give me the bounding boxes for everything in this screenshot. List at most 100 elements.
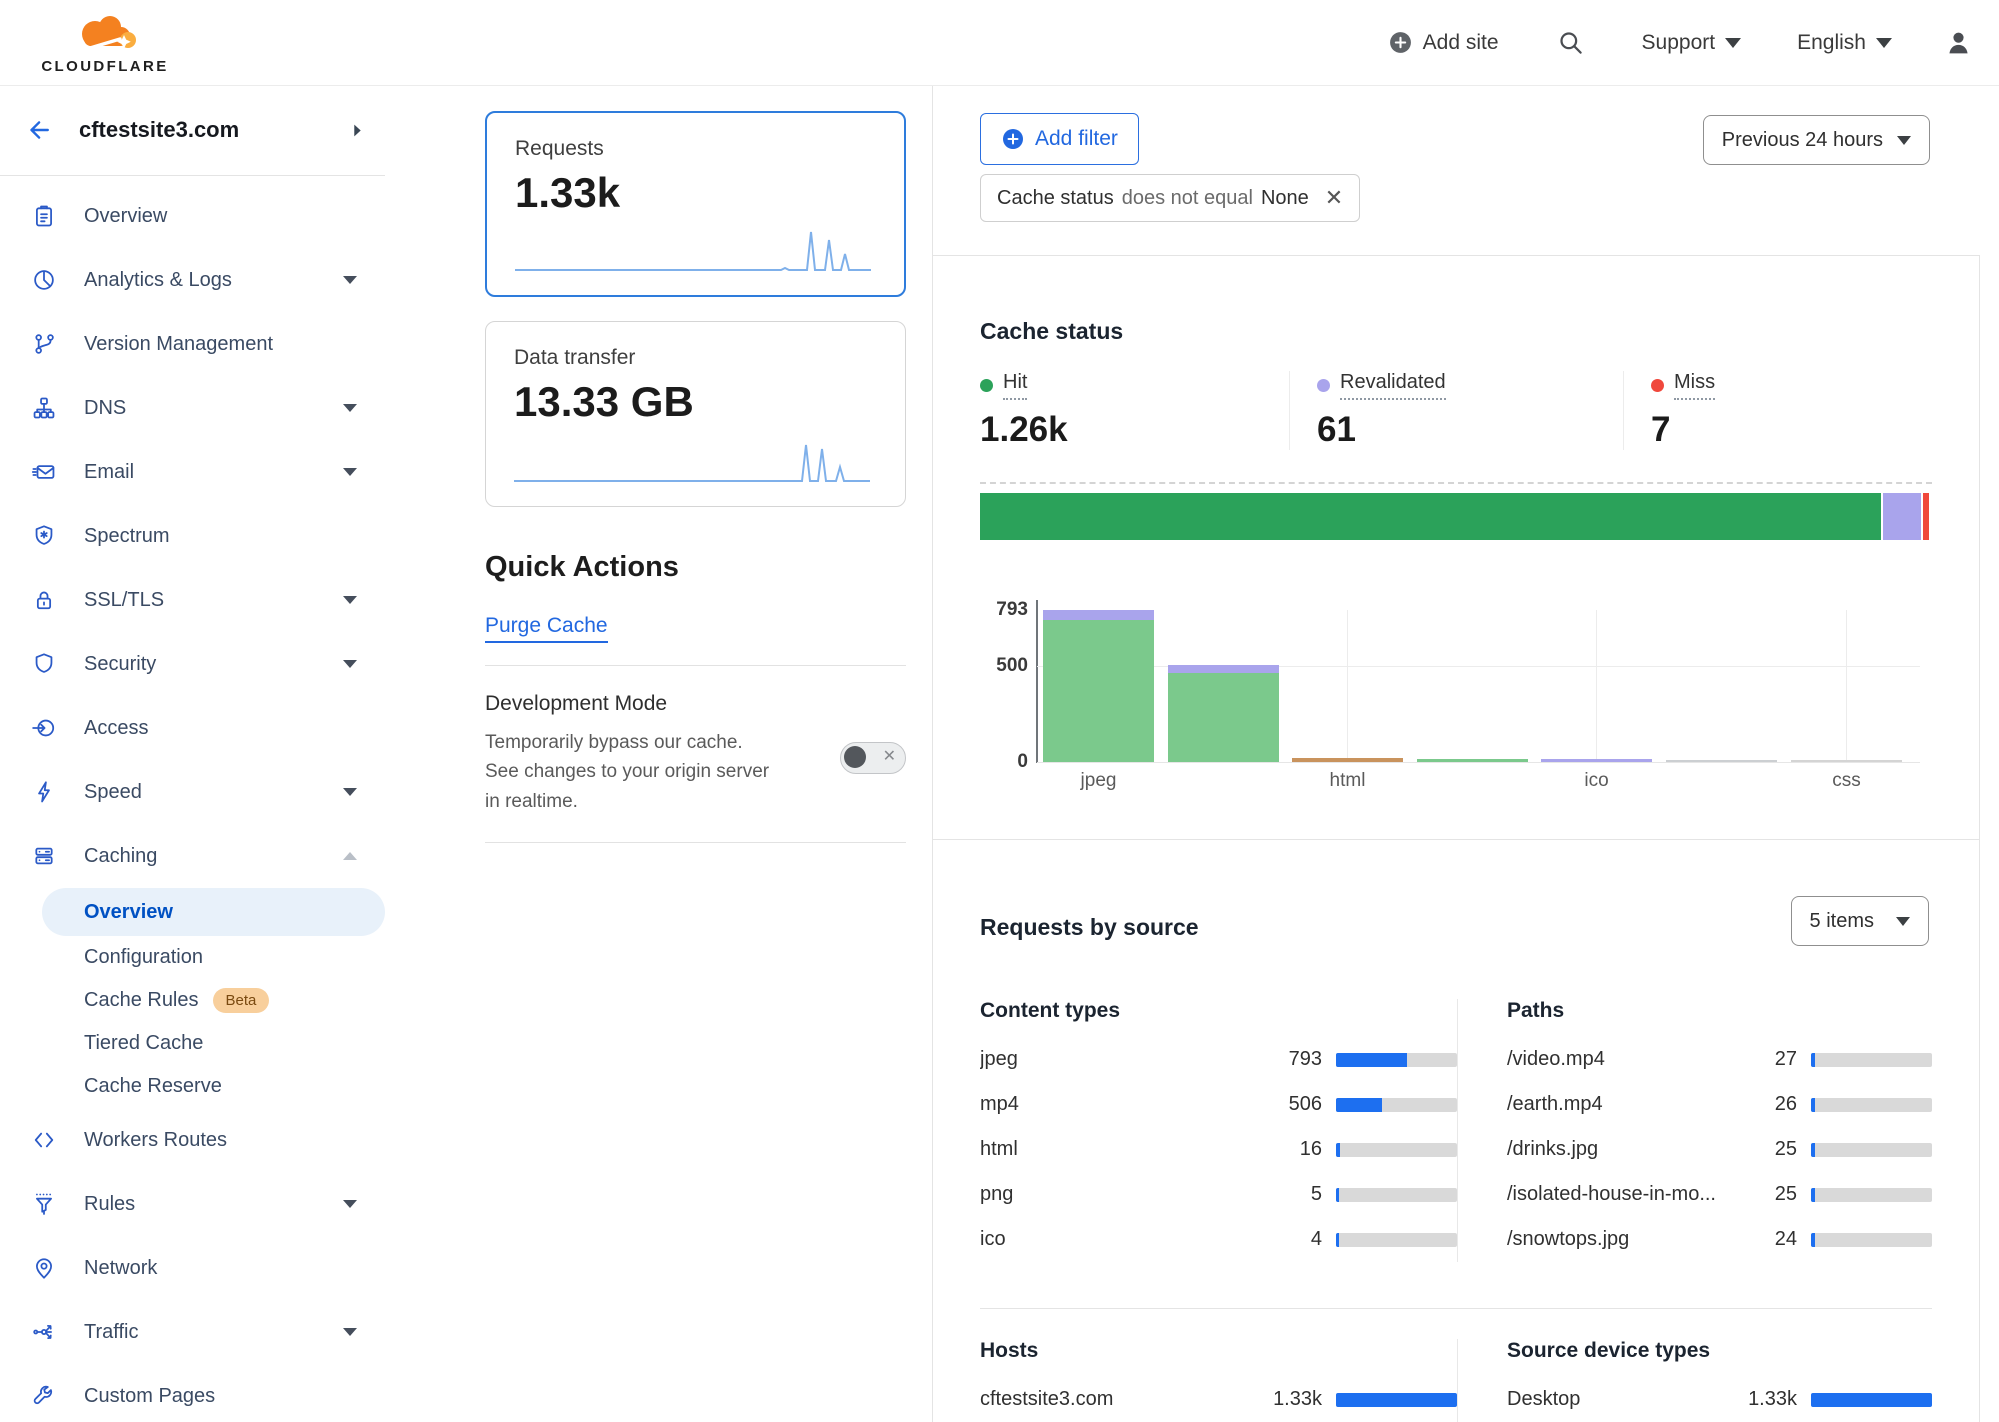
cache-status-section: Cache status Hit 1.26k Revalidated [933, 256, 1979, 803]
data-transfer-label: Data transfer [514, 346, 636, 369]
language-menu[interactable]: English [1797, 31, 1892, 55]
sidebar-item-speed[interactable]: Speed [0, 760, 385, 824]
x-axis-baseline [1037, 762, 1920, 763]
chip-operator: does not equal [1121, 186, 1253, 209]
divider [933, 839, 1979, 840]
sidebar-subitem-cache-rules[interactable]: Cache Rules Beta [0, 979, 385, 1022]
sidebar-item-access[interactable]: Access [0, 696, 385, 760]
dev-mode-toggle[interactable]: ✕ [840, 742, 906, 774]
sidebar-subitem-overview[interactable]: Overview [42, 888, 385, 936]
sidebar-item-traffic[interactable]: Traffic [0, 1300, 385, 1364]
row-value: 16 [1299, 1138, 1322, 1160]
data-transfer-value: 13.33 GB [514, 378, 694, 425]
table-row: /earth.mp4 26 [1507, 1082, 1932, 1127]
filter-chip[interactable]: Cache status does not equal None ✕ [980, 174, 1361, 222]
sidebar-subitem-label: Configuration [84, 946, 203, 968]
search-button[interactable] [1557, 29, 1584, 56]
chevron-down-icon [1876, 37, 1892, 48]
devices-column: Source device types Desktop 1.33k [1457, 1339, 1932, 1422]
requests-metric-card[interactable]: Requests 1.33k [485, 111, 906, 297]
items-count-value: 5 items [1809, 909, 1874, 932]
map-pin-icon [31, 1255, 57, 1281]
sidebar-item-custom-pages[interactable]: Custom Pages [0, 1364, 385, 1422]
add-filter-button[interactable]: Add filter [980, 113, 1139, 165]
sidebar-nav: Overview Analytics & Logs Version Manage… [0, 176, 385, 1422]
sidebar-item-network[interactable]: Network [0, 1236, 385, 1300]
chevron-down-icon [1896, 916, 1910, 926]
sidebar-item-label: Caching [84, 844, 158, 867]
row-value: 4 [1310, 1228, 1322, 1250]
hosts-column: Hosts cftestsite3.com 1.33k [980, 1339, 1457, 1422]
sidebar-item-label: Access [84, 716, 149, 739]
sidebar-item-rules[interactable]: Rules [0, 1172, 385, 1236]
hosts-header: Hosts [980, 1339, 1039, 1362]
sidebar-item-email[interactable]: Email [0, 440, 385, 504]
sidebar-item-dns[interactable]: DNS [0, 376, 385, 440]
plus-circle-icon [1389, 32, 1411, 53]
analytics-card: Cache status Hit 1.26k Revalidated [933, 255, 1980, 1422]
sidebar-item-label: Rules [84, 1192, 136, 1215]
bar-ico [1541, 759, 1652, 762]
support-menu[interactable]: Support [1642, 31, 1742, 55]
sidebar-item-caching[interactable]: Caching [0, 824, 385, 888]
cache-status-title: Cache status [980, 318, 1124, 344]
gridline-500 [1037, 666, 1920, 667]
cloudflare-logo[interactable]: CLOUDFLARE [25, 10, 185, 75]
time-range-value: Previous 24 hours [1721, 128, 1883, 151]
items-count-select[interactable]: 5 items [1790, 896, 1929, 946]
sidebar-subitem-configuration[interactable]: Configuration [0, 936, 385, 979]
chevron-down-icon [1725, 37, 1742, 48]
chevron-right-icon[interactable] [352, 123, 363, 138]
add-site-button[interactable]: Add site [1388, 30, 1499, 55]
miss-label: Miss [1674, 371, 1716, 400]
chevron-down-icon [343, 404, 357, 412]
close-icon[interactable]: ✕ [1324, 185, 1344, 210]
sidebar-item-label: Version Management [84, 332, 274, 355]
sidebar-item-label: Speed [84, 780, 142, 803]
sidebar-subitem-label: Cache Rules [84, 989, 199, 1011]
summary-column: Requests 1.33k Data transfer 13.33 GB Qu… [385, 85, 933, 1422]
beta-badge: Beta [212, 988, 270, 1013]
account-menu[interactable] [1944, 28, 1973, 57]
lightning-icon [31, 779, 57, 805]
sidebar: cftestsite3.com Overview Analytics & Log… [0, 85, 386, 1422]
miss-value: 7 [1651, 410, 1671, 449]
sidebar-item-label: Custom Pages [84, 1384, 216, 1407]
wrench-icon [31, 1383, 57, 1409]
sidebar-item-label: Workers Routes [84, 1128, 228, 1151]
miss-legend[interactable]: Miss [1651, 371, 1716, 400]
purge-cache-link[interactable]: Purge Cache [485, 614, 608, 643]
sidebar-subitem-tiered-cache[interactable]: Tiered Cache [0, 1022, 385, 1065]
x-label-css: css [1832, 770, 1861, 791]
revalidated-legend[interactable]: Revalidated [1317, 371, 1446, 400]
hit-legend[interactable]: Hit [980, 371, 1028, 400]
sidebar-item-overview[interactable]: Overview [0, 184, 385, 248]
sidebar-item-workers-routes[interactable]: Workers Routes [0, 1108, 385, 1172]
row-value: 506 [1288, 1093, 1322, 1115]
row-label: Desktop [1507, 1388, 1581, 1410]
user-icon [1949, 32, 1968, 54]
time-range-select[interactable]: Previous 24 hours [1702, 115, 1930, 165]
content-type-bar-chart: 793 500 0 [980, 598, 1932, 803]
toggle-off-x-icon: ✕ [882, 748, 896, 765]
sidebar-item-version-management[interactable]: Version Management [0, 312, 385, 376]
revalidated-label: Revalidated [1340, 371, 1446, 400]
content-types-column: Content types jpeg 793 mp4 506 html [980, 999, 1457, 1262]
add-filter-label: Add filter [1035, 127, 1118, 150]
sidebar-item-analytics-logs[interactable]: Analytics & Logs [0, 248, 385, 312]
divider [485, 842, 906, 844]
sidebar-subitem-cache-reserve[interactable]: Cache Reserve [0, 1065, 385, 1108]
x-label-ico: ico [1584, 770, 1609, 791]
sidebar-item-spectrum[interactable]: Spectrum [0, 504, 385, 568]
table-row: /drinks.jpg 25 [1507, 1127, 1932, 1172]
chevron-down-icon [343, 1200, 357, 1208]
sidebar-item-ssl-tls[interactable]: SSL/TLS [0, 568, 385, 632]
gridline-vertical [1347, 610, 1348, 762]
share-arrows-icon [31, 1319, 57, 1345]
add-site-label: Add site [1422, 30, 1499, 54]
table-row: png 5 [980, 1172, 1457, 1217]
cloudflare-cloud-icon [78, 16, 136, 53]
sidebar-item-security[interactable]: Security [0, 632, 385, 696]
data-transfer-metric-card[interactable]: Data transfer 13.33 GB [485, 321, 906, 507]
back-arrow-icon[interactable] [25, 117, 51, 143]
